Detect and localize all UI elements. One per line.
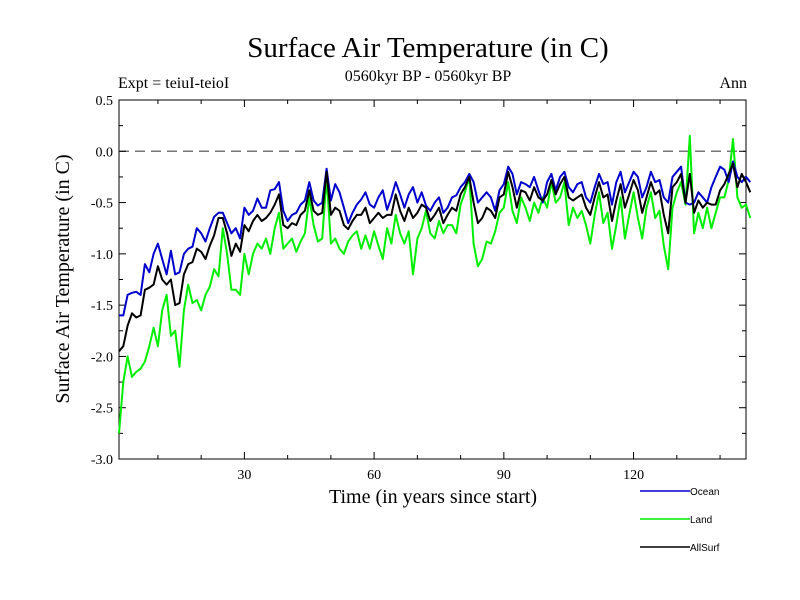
y-tick-label: 0.0 [96, 145, 114, 160]
series-lines [118, 134, 752, 434]
legend-label-allsurf: AllSurf [690, 543, 720, 554]
x-tick-label: 90 [497, 468, 511, 483]
x-axis-label: Time (in years since start) [329, 486, 537, 508]
y-tick-label: 0.5 [96, 94, 114, 109]
y-tick-label: -0.5 [91, 197, 113, 212]
y-tick-label: -1.5 [91, 299, 113, 314]
series-line-ocean [119, 160, 752, 317]
x-tick-label: 30 [237, 468, 251, 483]
plot-frame [118, 99, 747, 460]
legend: Ocean Land AllSurf [640, 487, 720, 554]
y-axis-label: Surface Air Temperature (in C) [52, 154, 74, 403]
x-tick-label: 60 [367, 468, 381, 483]
legend-label-ocean: Ocean [690, 487, 719, 498]
y-tick-label: -1.0 [91, 248, 113, 263]
y-axis-ticks: 0.5 0.0 -0.5 -1.0 -1.5 -2.0 -2.5 -3.0 [91, 94, 746, 468]
x-axis-ticks: 30 60 90 120 [157, 100, 721, 483]
chart-title: Surface Air Temperature (in C) [247, 32, 608, 64]
y-tick-label: -3.0 [91, 453, 113, 468]
y-tick-label: -2.5 [91, 402, 113, 417]
season-label: Ann [719, 75, 747, 92]
series-line-allsurf [118, 162, 752, 352]
period-label: 0560kyr BP - 0560kyr BP [345, 68, 512, 85]
series-line-land [118, 134, 752, 434]
experiment-label: Expt = teiuI-teioI [118, 75, 229, 92]
x-tick-label: 120 [623, 468, 644, 483]
y-tick-label: -2.0 [91, 350, 113, 365]
legend-label-land: Land [690, 515, 712, 526]
